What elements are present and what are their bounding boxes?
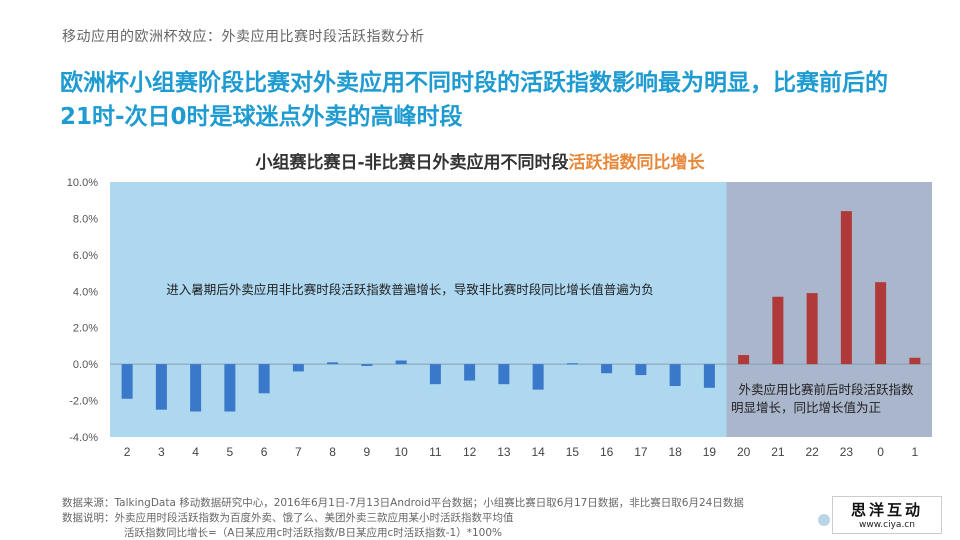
x-tick-label: 18: [668, 445, 682, 459]
x-tick-label: 3: [158, 445, 165, 459]
x-tick-label: 13: [497, 445, 511, 459]
x-tick-label: 15: [566, 445, 580, 459]
bar-16: [601, 364, 613, 374]
x-tick-label: 9: [364, 445, 371, 459]
x-tick-label: 0: [877, 445, 884, 459]
bar-18: [669, 364, 681, 386]
x-tick-label: 14: [531, 445, 545, 459]
x-tick-label: 5: [227, 445, 234, 459]
x-tick-label: 23: [840, 445, 854, 459]
chart-title: 小组赛比赛日-非比赛日外卖应用不同时段活跃指数同比增长: [0, 148, 960, 173]
x-tick-label: 17: [634, 445, 648, 459]
footnote-note-2: 活跃指数同比增长=（A日某应用c时活跃指数/B日某应用c时活跃指数-1）*100…: [124, 527, 503, 539]
bar-10: [395, 360, 407, 365]
x-tick-label: 6: [261, 445, 268, 459]
bar-20: [738, 355, 750, 365]
y-tick-label: 4.0%: [73, 286, 98, 298]
footnote-source: 数据来源：TalkingData 移动数据研究中心，2016年6月1日-7月13…: [62, 497, 744, 509]
page-subtitle: 移动应用的欧洲杯效应：外卖应用比赛时段活跃指数分析: [62, 29, 425, 45]
bar-19: [703, 364, 715, 388]
bar-1: [909, 357, 921, 365]
page-headline: 欧洲杯小组赛阶段比赛对外卖应用不同时段的活跃指数影响最为明显，比赛前后的 21时…: [60, 66, 940, 134]
chart-region-0: [110, 182, 727, 437]
annotation-right-line-1: 外卖应用比赛前后时段活跃指数: [738, 382, 914, 397]
y-tick-label: 8.0%: [73, 213, 98, 225]
chart-region-1: [726, 182, 932, 437]
footnote-note-1: 数据说明：外卖应用时段活跃指数为百度外卖、饿了么、美团外卖三款应用某小时活跃指数…: [62, 512, 514, 524]
y-tick-label: -4.0%: [69, 432, 98, 444]
bar-13: [498, 364, 510, 385]
watermark-url: www.ciya.cn: [859, 520, 915, 530]
x-tick-label: 4: [192, 445, 199, 459]
bar-6: [258, 364, 270, 394]
watermark-logo: 思洋互动 www.ciya.cn: [832, 496, 942, 534]
bar-9: [361, 364, 373, 366]
bar-22: [806, 293, 818, 365]
x-tick-label: 21: [771, 445, 785, 459]
x-tick-label: 10: [394, 445, 408, 459]
bar-23: [840, 211, 852, 365]
bar-14: [532, 364, 544, 390]
x-tick-label: 16: [600, 445, 614, 459]
y-tick-label: -2.0%: [69, 396, 98, 408]
chart-title-highlight: 活跃指数同比增长: [568, 153, 705, 173]
x-tick-label: 22: [805, 445, 819, 459]
bar-3: [155, 364, 167, 410]
watermark-dot: [818, 514, 830, 526]
x-tick-label: 20: [737, 445, 751, 459]
x-tick-label: 7: [295, 445, 302, 459]
y-tick-label: 10.0%: [67, 177, 98, 189]
bar-11: [429, 364, 441, 385]
bar-0: [875, 282, 887, 365]
bar-21: [772, 296, 784, 365]
y-tick-label: 6.0%: [73, 250, 98, 262]
bar-5: [224, 364, 236, 412]
x-tick-label: 19: [703, 445, 717, 459]
x-tick-label: 8: [329, 445, 336, 459]
watermark-name: 思洋互动: [850, 501, 923, 519]
x-tick-label: 12: [463, 445, 477, 459]
y-tick-label: 2.0%: [73, 323, 98, 335]
headline-line-2: 21时-次日0时是球迷点外卖的高峰时段: [60, 104, 463, 130]
chart-title-main: 小组赛比赛日-非比赛日外卖应用不同时段: [255, 153, 569, 173]
annotation-right-line-2: 明显增长，同比增长值为正: [731, 400, 881, 415]
bar-8: [327, 362, 339, 365]
headline-line-1: 欧洲杯小组赛阶段比赛对外卖应用不同时段的活跃指数影响最为明显，比赛前后的: [60, 70, 888, 96]
annotation-left: 进入暑期后外卖应用非比赛时段活跃指数普遍增长，导致非比赛时段同比增长值普遍为负: [166, 282, 654, 297]
x-tick-label: 2: [124, 445, 131, 459]
bar-7: [292, 364, 304, 372]
x-tick-label: 1: [912, 445, 919, 459]
bar-17: [635, 364, 647, 376]
bar-15: [566, 363, 578, 365]
bar-4: [190, 364, 202, 412]
x-tick-label: 11: [429, 445, 442, 459]
bar-2: [121, 364, 133, 399]
bar-12: [464, 364, 476, 381]
y-tick-label: 0.0%: [73, 359, 98, 371]
